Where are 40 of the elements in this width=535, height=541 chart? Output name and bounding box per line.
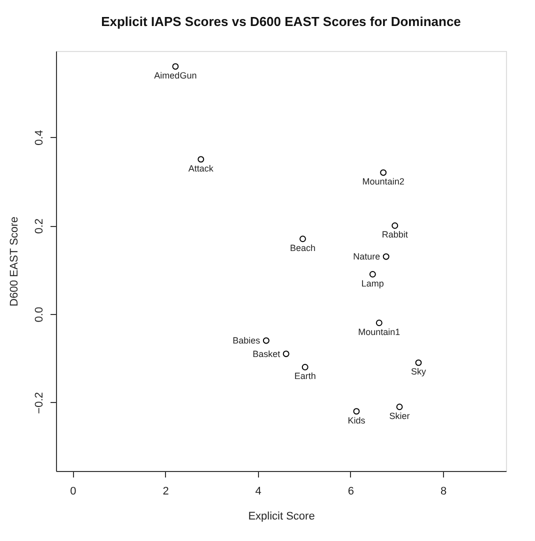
point (392, 222, 398, 229)
chart-title: Explicit IAPS Scores vs D600 EAST Scores for Dominance (101, 14, 461, 29)
annotation: Skier (389, 410, 410, 421)
annotation: Beach (290, 242, 316, 253)
annotation: Nature (353, 252, 380, 262)
point (380, 169, 387, 176)
annotation: Babies (232, 336, 261, 346)
annotation: Basket (252, 348, 281, 359)
point (353, 408, 360, 415)
x-tick-label: 6 (348, 486, 354, 498)
annotation: Rabbit (382, 230, 408, 240)
annotation: Lamp (361, 278, 384, 288)
point (282, 350, 290, 358)
annotation: AimedGun (154, 70, 197, 80)
x-tick-label: 0 (70, 486, 76, 498)
x-tick-label: 2 (162, 486, 169, 498)
x-axis-title: Explicit Score (248, 510, 315, 522)
annotation: Mountain1 (358, 326, 400, 337)
point (369, 271, 376, 278)
annotation: Kids (348, 415, 366, 426)
point (382, 253, 390, 260)
point (302, 364, 308, 370)
annotation: Attack (188, 163, 214, 174)
x-tick-label: 4 (255, 486, 262, 498)
y-tick-label: 0.0 (34, 306, 46, 322)
point (300, 236, 306, 242)
point (172, 63, 179, 70)
point (415, 359, 422, 366)
y-axis-title: D600 EAST Score (8, 216, 20, 306)
x-tick-label: 8 (440, 486, 447, 498)
y-tick-label: 0.2 (34, 218, 46, 234)
annotation: Mountain2 (362, 176, 404, 187)
annotation: Sky (410, 366, 426, 377)
y-tick-label: 0.4 (34, 130, 46, 146)
point (396, 404, 403, 410)
point (198, 156, 204, 163)
point (376, 320, 382, 326)
point (262, 337, 270, 344)
y-tick-label: −0.2 (34, 392, 46, 414)
annotation: Earth (294, 371, 316, 382)
